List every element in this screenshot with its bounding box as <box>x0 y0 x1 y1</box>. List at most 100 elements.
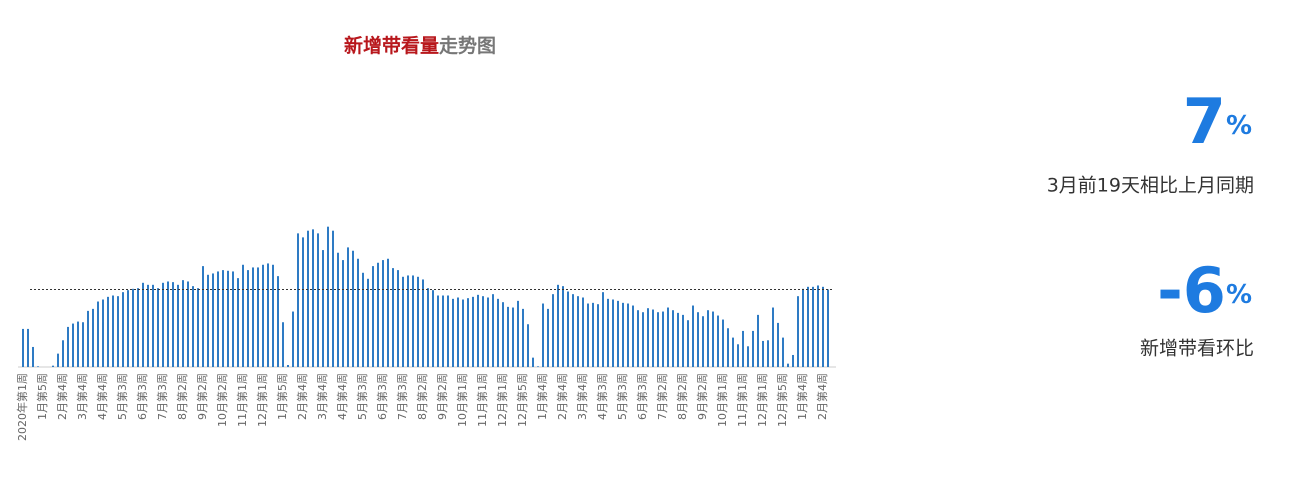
bar <box>552 294 554 367</box>
bar <box>122 292 124 367</box>
bar <box>697 312 699 367</box>
bar <box>797 296 799 367</box>
bar <box>277 276 279 367</box>
bar <box>307 230 309 367</box>
bar <box>647 308 649 367</box>
bar <box>462 299 464 367</box>
x-tick-label: 7月第2周 <box>655 373 669 420</box>
bar <box>597 304 599 367</box>
bar <box>827 289 829 367</box>
bar <box>677 312 679 367</box>
bar <box>547 308 549 367</box>
x-tick-label: 6月第3周 <box>135 373 149 420</box>
bar <box>407 275 409 367</box>
x-tick-label: 2月第4周 <box>555 373 569 420</box>
bar <box>707 310 709 367</box>
x-tick-label: 7月第3周 <box>155 373 169 420</box>
bar <box>692 305 694 367</box>
bar <box>807 286 809 367</box>
bar <box>212 273 214 367</box>
bar <box>582 297 584 367</box>
x-tick-label: 8月第2周 <box>675 373 689 420</box>
bar <box>722 319 724 367</box>
kpi-number: 7 <box>1183 85 1226 158</box>
bar <box>577 296 579 367</box>
bar <box>207 274 209 367</box>
bar <box>197 288 199 367</box>
x-tick-label: 2月第4周 <box>815 373 829 420</box>
bar <box>767 340 769 367</box>
kpi-label: 新增带看环比 <box>1140 338 1254 360</box>
bar <box>422 279 424 367</box>
bar <box>472 296 474 367</box>
bar <box>652 309 654 367</box>
bar <box>162 282 164 367</box>
bar <box>242 264 244 367</box>
x-tick-label: 4月第4周 <box>95 373 109 420</box>
bar <box>362 272 364 367</box>
bar <box>527 324 529 367</box>
bar <box>127 290 129 367</box>
x-tick-label: 9月第2周 <box>435 373 449 420</box>
x-tick-label: 12月第5周 <box>775 373 789 427</box>
x-tick-label: 7月第3周 <box>395 373 409 420</box>
bar <box>22 328 24 367</box>
bar <box>312 229 314 367</box>
bar <box>717 315 719 367</box>
title-rest: 走势图 <box>439 34 496 57</box>
bar <box>617 300 619 367</box>
bar <box>762 340 764 367</box>
bar <box>282 322 284 367</box>
x-tick-label: 11月第1周 <box>235 373 249 427</box>
x-tick-label: 1月第5周 <box>275 373 289 420</box>
bar <box>627 303 629 367</box>
bar <box>822 286 824 367</box>
x-tick-label: 6月第3周 <box>635 373 649 420</box>
x-tick-label: 2月第4周 <box>295 373 309 420</box>
bar <box>252 267 254 367</box>
bar <box>487 297 489 367</box>
bar <box>52 365 54 367</box>
kpi-label: 3月前19天相比上月同期 <box>1047 175 1254 197</box>
bar <box>517 300 519 367</box>
bar <box>457 297 459 367</box>
bar <box>532 357 534 367</box>
bar <box>492 294 494 367</box>
x-tick-label: 3月第4周 <box>575 373 589 420</box>
bar <box>297 233 299 367</box>
bar <box>232 271 234 367</box>
bar <box>587 303 589 367</box>
x-tick-label: 10月第2周 <box>215 373 229 427</box>
bar <box>482 296 484 367</box>
bar <box>542 303 544 367</box>
bar <box>447 295 449 367</box>
x-tick-label: 2月第4周 <box>55 373 69 420</box>
bar <box>247 270 249 367</box>
bar <box>92 308 94 367</box>
bar <box>382 260 384 367</box>
bar <box>402 276 404 367</box>
bar <box>817 285 819 367</box>
bar <box>537 366 539 367</box>
bar <box>167 281 169 367</box>
bar <box>77 321 79 367</box>
bar <box>227 270 229 367</box>
x-tick-label: 12月第1周 <box>255 373 269 427</box>
bar <box>592 302 594 367</box>
bar <box>437 295 439 367</box>
bar <box>792 354 794 367</box>
bar <box>217 271 219 367</box>
chart-title: 新增带看量走势图 <box>344 34 496 57</box>
bar <box>97 301 99 367</box>
bar <box>412 275 414 367</box>
bar <box>477 294 479 367</box>
bar <box>752 330 754 367</box>
x-tick-label: 12月第5周 <box>515 373 529 427</box>
bar <box>202 266 204 367</box>
bar <box>742 330 744 367</box>
bar <box>117 296 119 367</box>
bar <box>417 276 419 367</box>
bar <box>102 299 104 367</box>
bar <box>137 288 139 367</box>
x-tick-label: 4月第4周 <box>335 373 349 420</box>
